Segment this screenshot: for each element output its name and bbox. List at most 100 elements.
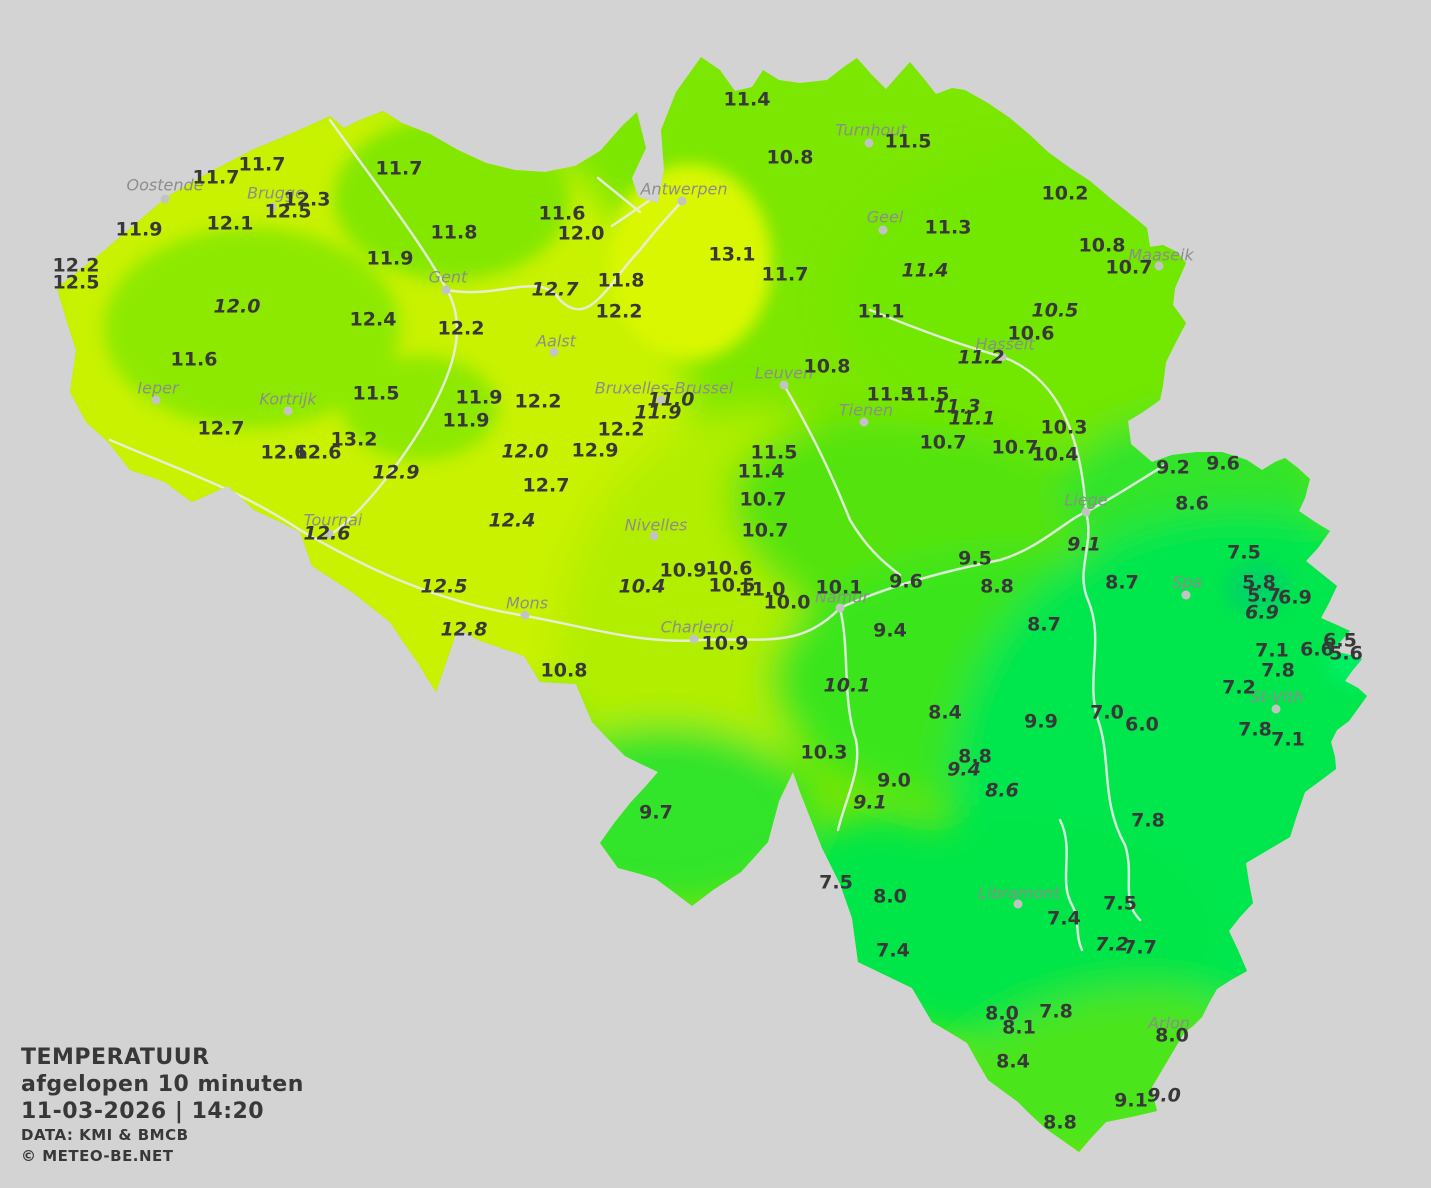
city-label-spa: Spa bbox=[1172, 573, 1202, 592]
city-label-charleroi: Charleroi bbox=[661, 618, 734, 637]
city-dot-liege bbox=[1081, 507, 1091, 517]
temperature-label: 7.5 bbox=[1103, 893, 1137, 915]
copyright: © METEO-BE.NET bbox=[21, 1147, 174, 1165]
city-dot-maaseik bbox=[1154, 261, 1164, 271]
city-label-aalst: Aalst bbox=[535, 332, 577, 351]
temperature-label: 10.7 bbox=[992, 437, 1039, 459]
title-block: TEMPERATUUR afgelopen 10 minuten 11-03-2… bbox=[21, 1044, 304, 1167]
temperature-label: 12.2 bbox=[596, 301, 643, 323]
temperature-label: 12.4 bbox=[350, 309, 397, 331]
temperature-label: 10.3 bbox=[1041, 417, 1088, 439]
temperature-label: 11.6 bbox=[171, 349, 218, 371]
temperature-label: 7.8 bbox=[1131, 810, 1165, 832]
temperature-label: 11.8 bbox=[431, 222, 478, 244]
city-dot-geel bbox=[878, 225, 888, 235]
city-label-arlon: Arlon bbox=[1147, 1014, 1190, 1033]
temperature-label: 11.7 bbox=[193, 167, 240, 189]
city-dot-bruxelles-brussel bbox=[656, 395, 666, 405]
temperature-label: 10.9 bbox=[660, 560, 707, 582]
temperature-label: 10.9 bbox=[702, 633, 749, 655]
temperature-label: 10.6 bbox=[1008, 323, 1055, 345]
temperature-label-italic: 11.3 bbox=[934, 396, 981, 418]
stations-layer: 11.711.7 11.712.312.512.111.912.212.512.0… bbox=[53, 89, 1363, 1134]
temperature-label: 10.8 bbox=[541, 660, 588, 682]
temperature-label: 11.0 bbox=[739, 579, 786, 601]
temperature-label: 12.1 bbox=[207, 213, 254, 235]
temperature-label: 7.1 bbox=[1255, 640, 1289, 662]
city-label-liege: Liege bbox=[1064, 491, 1107, 510]
city-label-gent: Gent bbox=[429, 268, 468, 287]
temperature-label: 8.7 bbox=[1027, 614, 1061, 636]
map-subtitle: afgelopen 10 minuten bbox=[21, 1072, 304, 1097]
temperature-label: 11.9 bbox=[367, 248, 414, 270]
temperature-label: 10.5 bbox=[709, 575, 756, 597]
temperature-label: 11.9 bbox=[456, 387, 503, 409]
city-dot-antwerpen bbox=[677, 196, 687, 206]
city-label-namur: Namur bbox=[815, 588, 871, 607]
temperature-label: 10.0 bbox=[764, 592, 811, 614]
temperature-label-italic: 10.4 bbox=[619, 576, 666, 598]
temperature-label: 7.1 bbox=[1271, 729, 1305, 751]
temperature-label: 6.9 bbox=[1278, 587, 1312, 609]
temperature-label: 11.3 bbox=[925, 217, 972, 239]
temperature-label: 7.5 bbox=[819, 872, 853, 894]
city-dot-kortrijk bbox=[283, 406, 293, 416]
temperature-label: 9.4 bbox=[873, 620, 907, 642]
temperature-label-italic: 11.4 bbox=[902, 260, 949, 282]
temperature-label: 11.5 bbox=[751, 442, 798, 464]
temperature-label: 5.6 bbox=[1329, 643, 1363, 665]
temperature-label-italic: 7.2 bbox=[1095, 934, 1129, 956]
temperature-label: 7.4 bbox=[1047, 908, 1081, 930]
city-label-mons: Mons bbox=[506, 594, 548, 613]
city-dot-mons bbox=[520, 610, 530, 620]
temperature-label: 12.5 bbox=[53, 272, 100, 294]
temperature-label-italic: 12.7 bbox=[532, 279, 580, 301]
temperature-label-italic: 11.9 bbox=[635, 402, 682, 424]
temperature-label-italic: 9.1 bbox=[853, 792, 887, 814]
city-dot-brugge bbox=[267, 202, 277, 212]
temperature-label: 12.7 bbox=[198, 418, 245, 440]
temperature-label: 12.5 bbox=[265, 201, 312, 223]
temperature-label: 12.3 bbox=[284, 189, 331, 211]
temperature-label: 11.5 bbox=[867, 384, 914, 406]
city-dot-oostende bbox=[160, 194, 170, 204]
temperature-label: 9.6 bbox=[1206, 453, 1240, 475]
city-dot-libramont bbox=[1013, 899, 1023, 909]
temperature-label: 11.8 bbox=[598, 270, 645, 292]
city-label-tournai: Tournai bbox=[304, 511, 363, 530]
temperature-label: 11.7 bbox=[762, 264, 809, 286]
temperature-label: 8.8 bbox=[980, 576, 1014, 598]
city-dot-charleroi bbox=[689, 634, 699, 644]
temperature-label: 10.7 bbox=[920, 432, 967, 454]
temperature-label: 8.7 bbox=[1105, 572, 1139, 594]
temperature-label: 8.6 bbox=[1175, 493, 1209, 515]
city-label-st-vith: St-Vith bbox=[1250, 688, 1303, 707]
city-dot-st-vith bbox=[1271, 704, 1281, 714]
temperature-label: 11.7 bbox=[376, 158, 423, 180]
city-label-ieper: Ieper bbox=[137, 379, 180, 398]
temperature-label: 8.1 bbox=[1002, 1017, 1036, 1039]
temperature-label-italic: 9.0 bbox=[1147, 1085, 1181, 1107]
temperature-label-italic: 12.4 bbox=[489, 510, 536, 532]
temperature-label-italic: 11.0 bbox=[648, 389, 695, 411]
temperature-label: 9.2 bbox=[1156, 457, 1190, 479]
temperature-label: 7.5 bbox=[1227, 542, 1261, 564]
temperature-label: 8.0 bbox=[873, 886, 907, 908]
cities-layer: Oostende Brugge Antwerpen Turnhout Geel Maase… bbox=[127, 121, 1304, 1033]
temperature-label-italic: 9.4 bbox=[947, 759, 981, 781]
temperature-label: 10.6 bbox=[706, 558, 753, 580]
temperature-label: 11.5 bbox=[903, 384, 950, 406]
temperature-label: 12.2 bbox=[53, 255, 100, 277]
temperature-label-italic: 12.5 bbox=[421, 576, 468, 598]
temperature-label: 6.6 bbox=[1300, 639, 1334, 661]
city-dot-nivelles bbox=[649, 531, 659, 541]
temperature-label-italic: 11.2 bbox=[958, 347, 1005, 369]
temperature-label-italic: 12.9 bbox=[373, 462, 420, 484]
temperature-label-italic: 10.5 bbox=[1032, 300, 1079, 322]
city-dot-spa bbox=[1181, 590, 1191, 600]
temperature-label: 12.7 bbox=[523, 475, 570, 497]
temperature-label: 5.8 bbox=[1242, 572, 1276, 594]
temperature-label: 8.0 bbox=[1155, 1025, 1189, 1047]
temperature-label-italic: 9.1 bbox=[1067, 534, 1101, 556]
temperature-label: 10.7 bbox=[742, 520, 789, 542]
